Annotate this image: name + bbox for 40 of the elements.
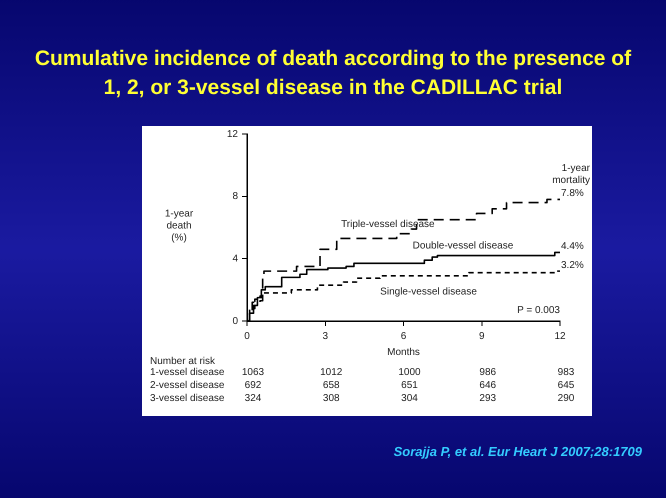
y-axis-title: 1-year death (%) [164, 208, 194, 244]
text: 983 [558, 366, 575, 378]
x-tick-label: 12 [554, 330, 566, 342]
text: 651 [401, 380, 418, 391]
y-tick-label: 8 [232, 191, 238, 202]
data-label: 4.4% [561, 241, 584, 252]
text: 293 [479, 392, 497, 404]
text: 1012 [320, 366, 343, 378]
text: 324 [244, 392, 262, 404]
y-tick-label: 12 [226, 128, 238, 140]
annotation: P = 0.003 [517, 304, 560, 316]
x-tick-label: 0 [244, 330, 250, 342]
text: 692 [244, 380, 262, 391]
y-tick-label: 0 [232, 316, 238, 327]
series-label: Double-vessel disease [412, 240, 514, 252]
text: Sorajja P, et al. Eur Heart J 2007;28:1709 [394, 444, 642, 459]
text: 1063 [242, 366, 265, 378]
text: 986 [479, 366, 497, 378]
x-tick-label: 6 [400, 330, 407, 342]
text: 1000 [398, 366, 422, 378]
text: 308 [322, 392, 340, 404]
x-tick-label: 3 [322, 330, 328, 342]
series-label: Triple-vessel disease [341, 219, 436, 230]
text: 658 [322, 380, 340, 391]
data-label: 7.8% [561, 188, 584, 200]
text: 646 [479, 380, 497, 391]
x-tick-label: 9 [478, 330, 485, 342]
y-tick-label: 4 [232, 253, 238, 264]
series-label: Single-vessel disease [380, 286, 478, 298]
chart-title: Cumulative incidence of death according to the presence of 1, 2, or 3-vessel disease in the CADILLAC trial [34, 46, 632, 101]
text: 3-vessel disease [150, 392, 225, 404]
text: Number at risk [150, 356, 216, 367]
text: 1-vessel disease [150, 366, 225, 378]
text: 645 [558, 380, 575, 391]
annotation: 1-year mortality [552, 163, 591, 186]
text: 304 [401, 392, 418, 404]
text: 290 [558, 392, 575, 404]
data-label: 3.2% [561, 260, 584, 271]
text: 2-vessel disease [150, 380, 225, 391]
x-axis-title: Months [387, 346, 420, 358]
